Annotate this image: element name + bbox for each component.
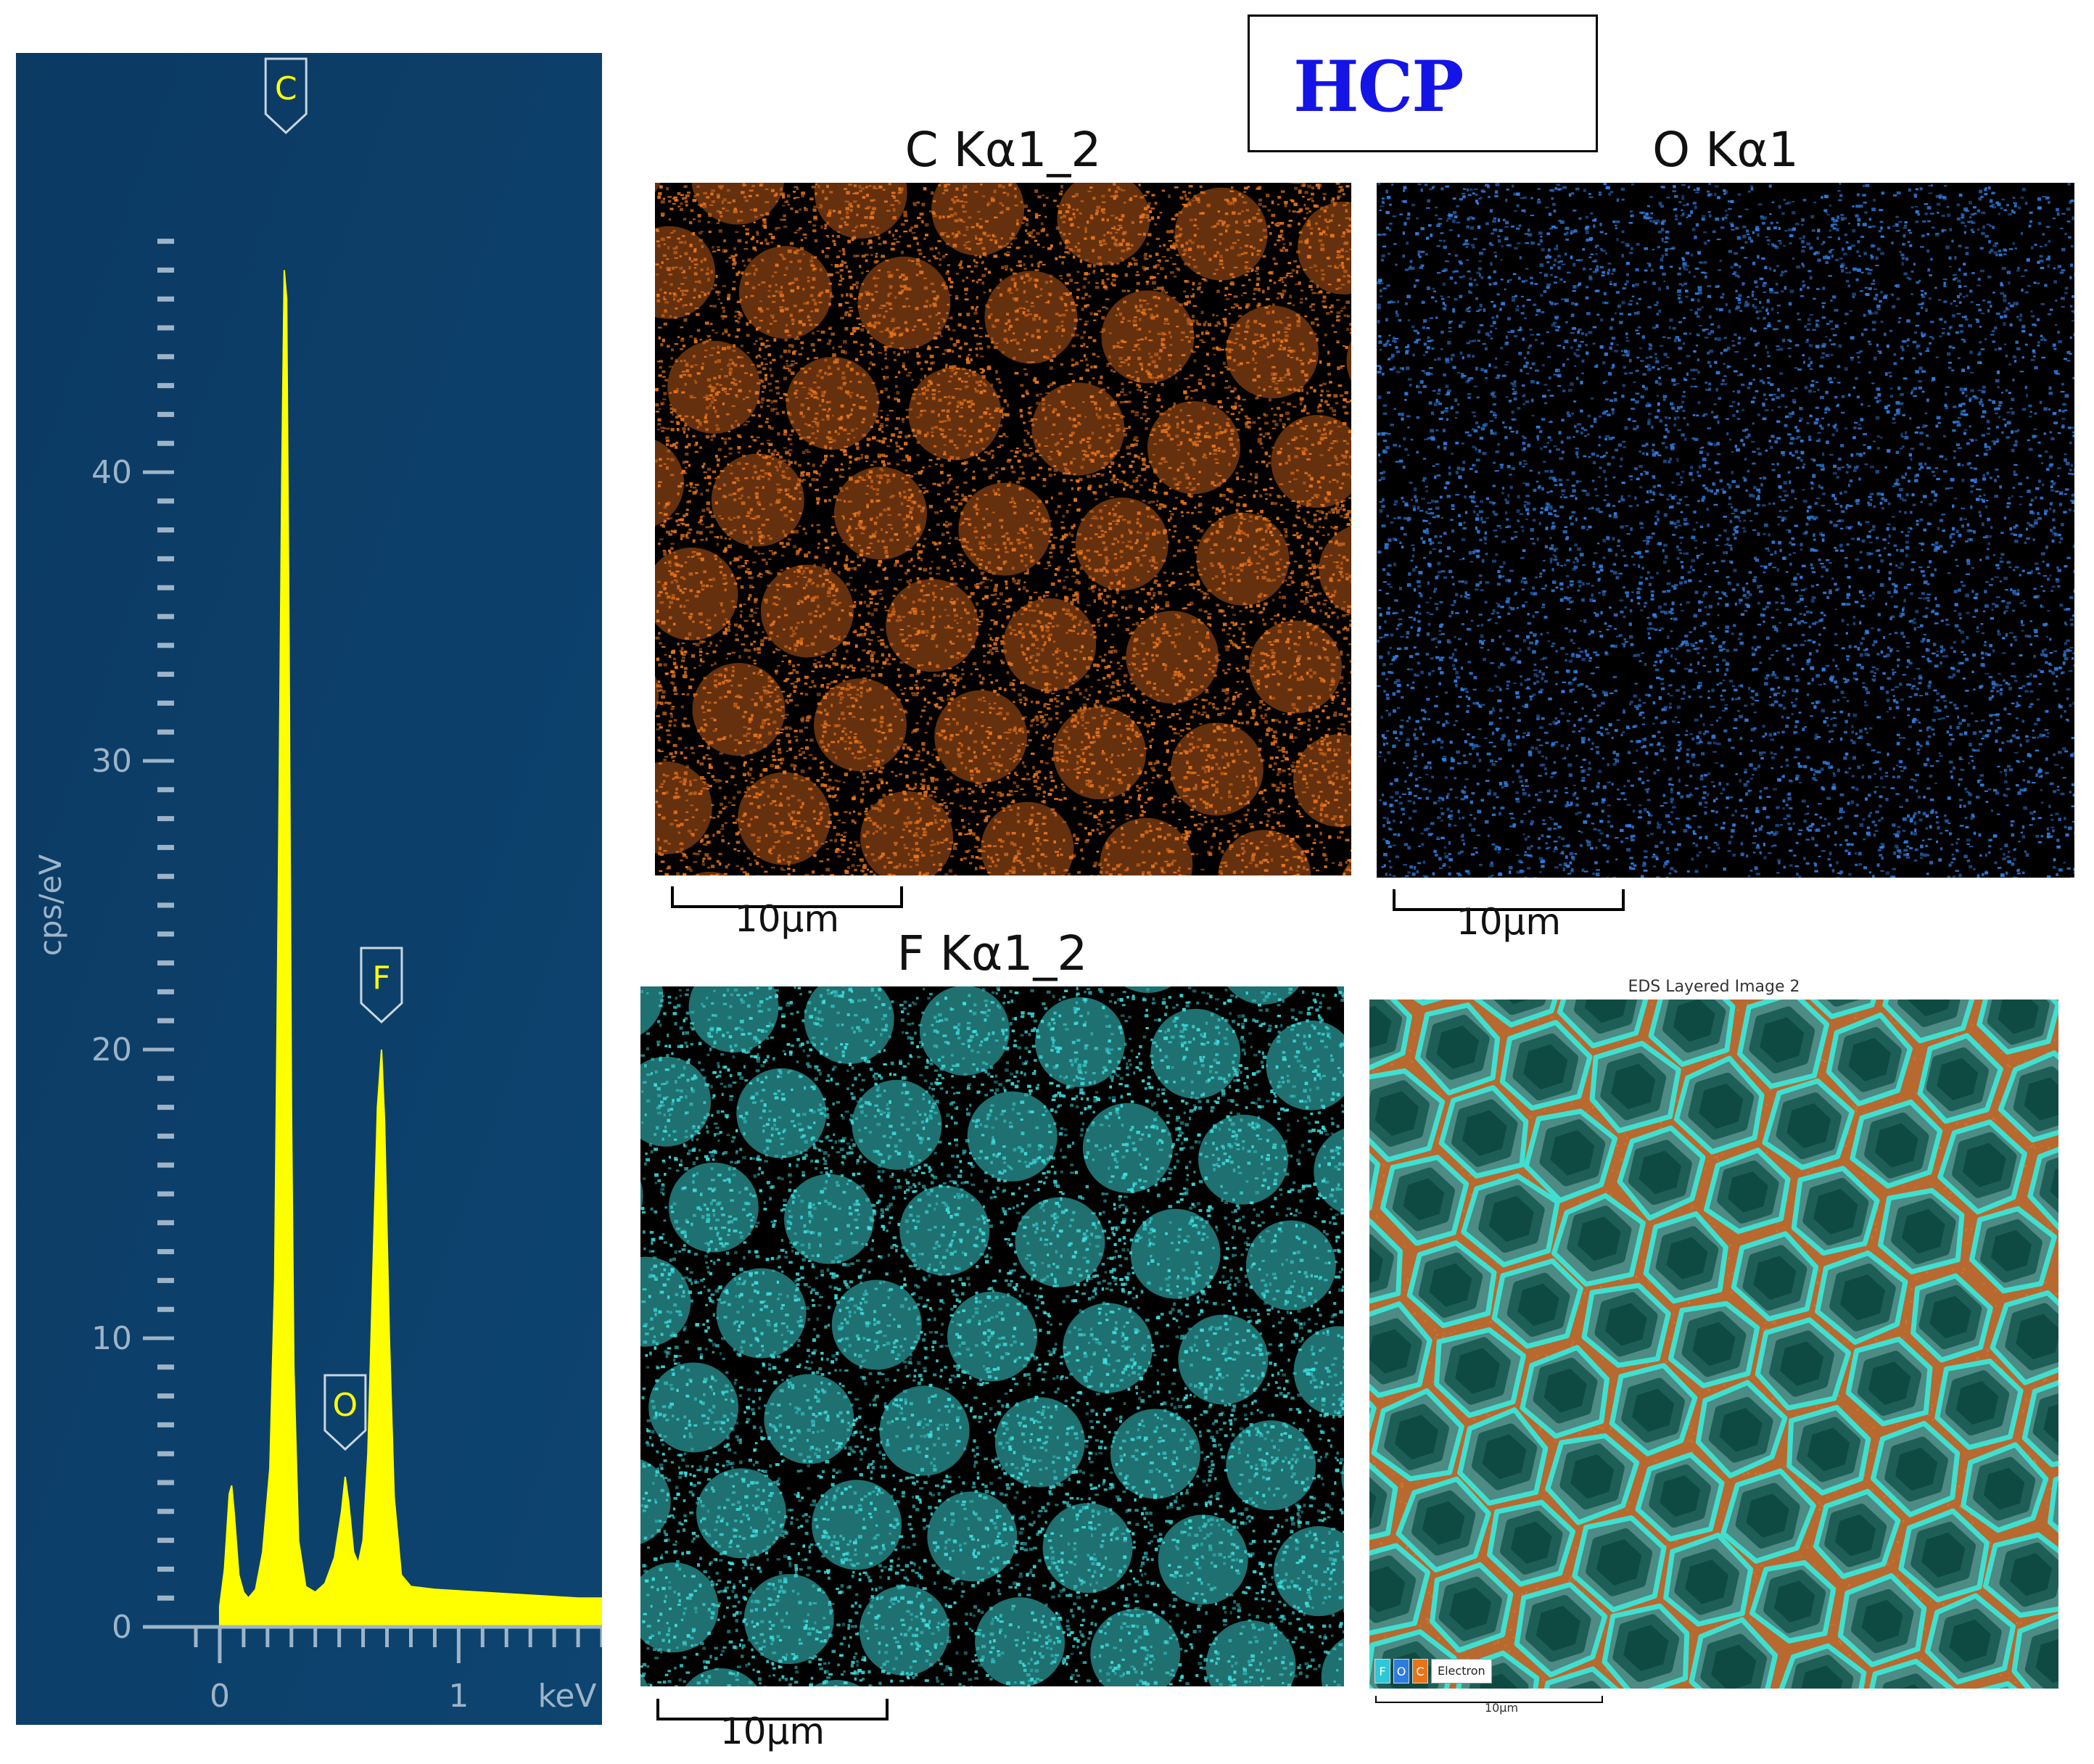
- peak-label-o: O: [323, 1374, 367, 1451]
- legend-chip-carbon: C: [1412, 1659, 1428, 1683]
- layered-legend: F O C Electron: [1374, 1659, 1492, 1685]
- y-tick-label: 30: [91, 743, 132, 780]
- fluorine-scale-label: 10µm: [656, 1710, 889, 1752]
- figure-label: HCP: [1293, 46, 1464, 128]
- legend-chip-fluorine: F: [1374, 1659, 1390, 1683]
- figure-label-box: HCP: [1248, 15, 1598, 152]
- oxygen-map-title: O Kα1: [1377, 122, 2074, 178]
- peak-label-f: F: [360, 947, 403, 1024]
- y-tick-label: 10: [91, 1320, 132, 1357]
- y-tick-label: 20: [91, 1031, 132, 1068]
- oxygen-scale-bar: [1393, 889, 1625, 911]
- oxygen-map: [1377, 183, 2074, 878]
- fluorine-map-title: F Kα1_2: [640, 926, 1344, 981]
- oxygen-scale-label: 10µm: [1393, 901, 1625, 943]
- y-axis-label: cps/eV: [33, 854, 68, 957]
- carbon-map: [655, 183, 1351, 875]
- svg-text:F: F: [372, 960, 390, 997]
- y-tick-label: 40: [91, 454, 132, 491]
- layered-image-title: EDS Layered Image 2: [1369, 978, 2058, 996]
- carbon-scale-label: 10µm: [671, 898, 903, 940]
- layered-scale-bar: [1375, 1696, 1603, 1703]
- peak-label-c: C: [264, 57, 308, 135]
- spectrum-background: [16, 53, 602, 1725]
- carbon-scale-bar: [671, 886, 903, 908]
- eds-spectrum-chart: 0 10 20 30 40 cps/eV 0 1 keV C O F: [16, 53, 602, 1725]
- fluorine-scale-bar: [656, 1699, 889, 1720]
- x-tick-label: 1: [448, 1678, 469, 1715]
- y-tick-label: 0: [112, 1609, 132, 1646]
- x-axis-label: keV: [537, 1678, 596, 1715]
- spectrum-area: [218, 270, 602, 1628]
- svg-text:O: O: [333, 1387, 358, 1424]
- eds-spectrum-panel: 0 10 20 30 40 cps/eV 0 1 keV C O F: [16, 53, 602, 1725]
- legend-chip-oxygen: O: [1393, 1659, 1409, 1683]
- layered-map: [1369, 1000, 2058, 1689]
- legend-electron: Electron: [1431, 1659, 1492, 1683]
- x-tick-label: 0: [210, 1678, 230, 1715]
- carbon-map-title: C Kα1_2: [655, 122, 1351, 178]
- layered-scale-label: 10µm: [1465, 1701, 1538, 1715]
- fluorine-map: [640, 986, 1344, 1686]
- svg-text:C: C: [275, 70, 297, 107]
